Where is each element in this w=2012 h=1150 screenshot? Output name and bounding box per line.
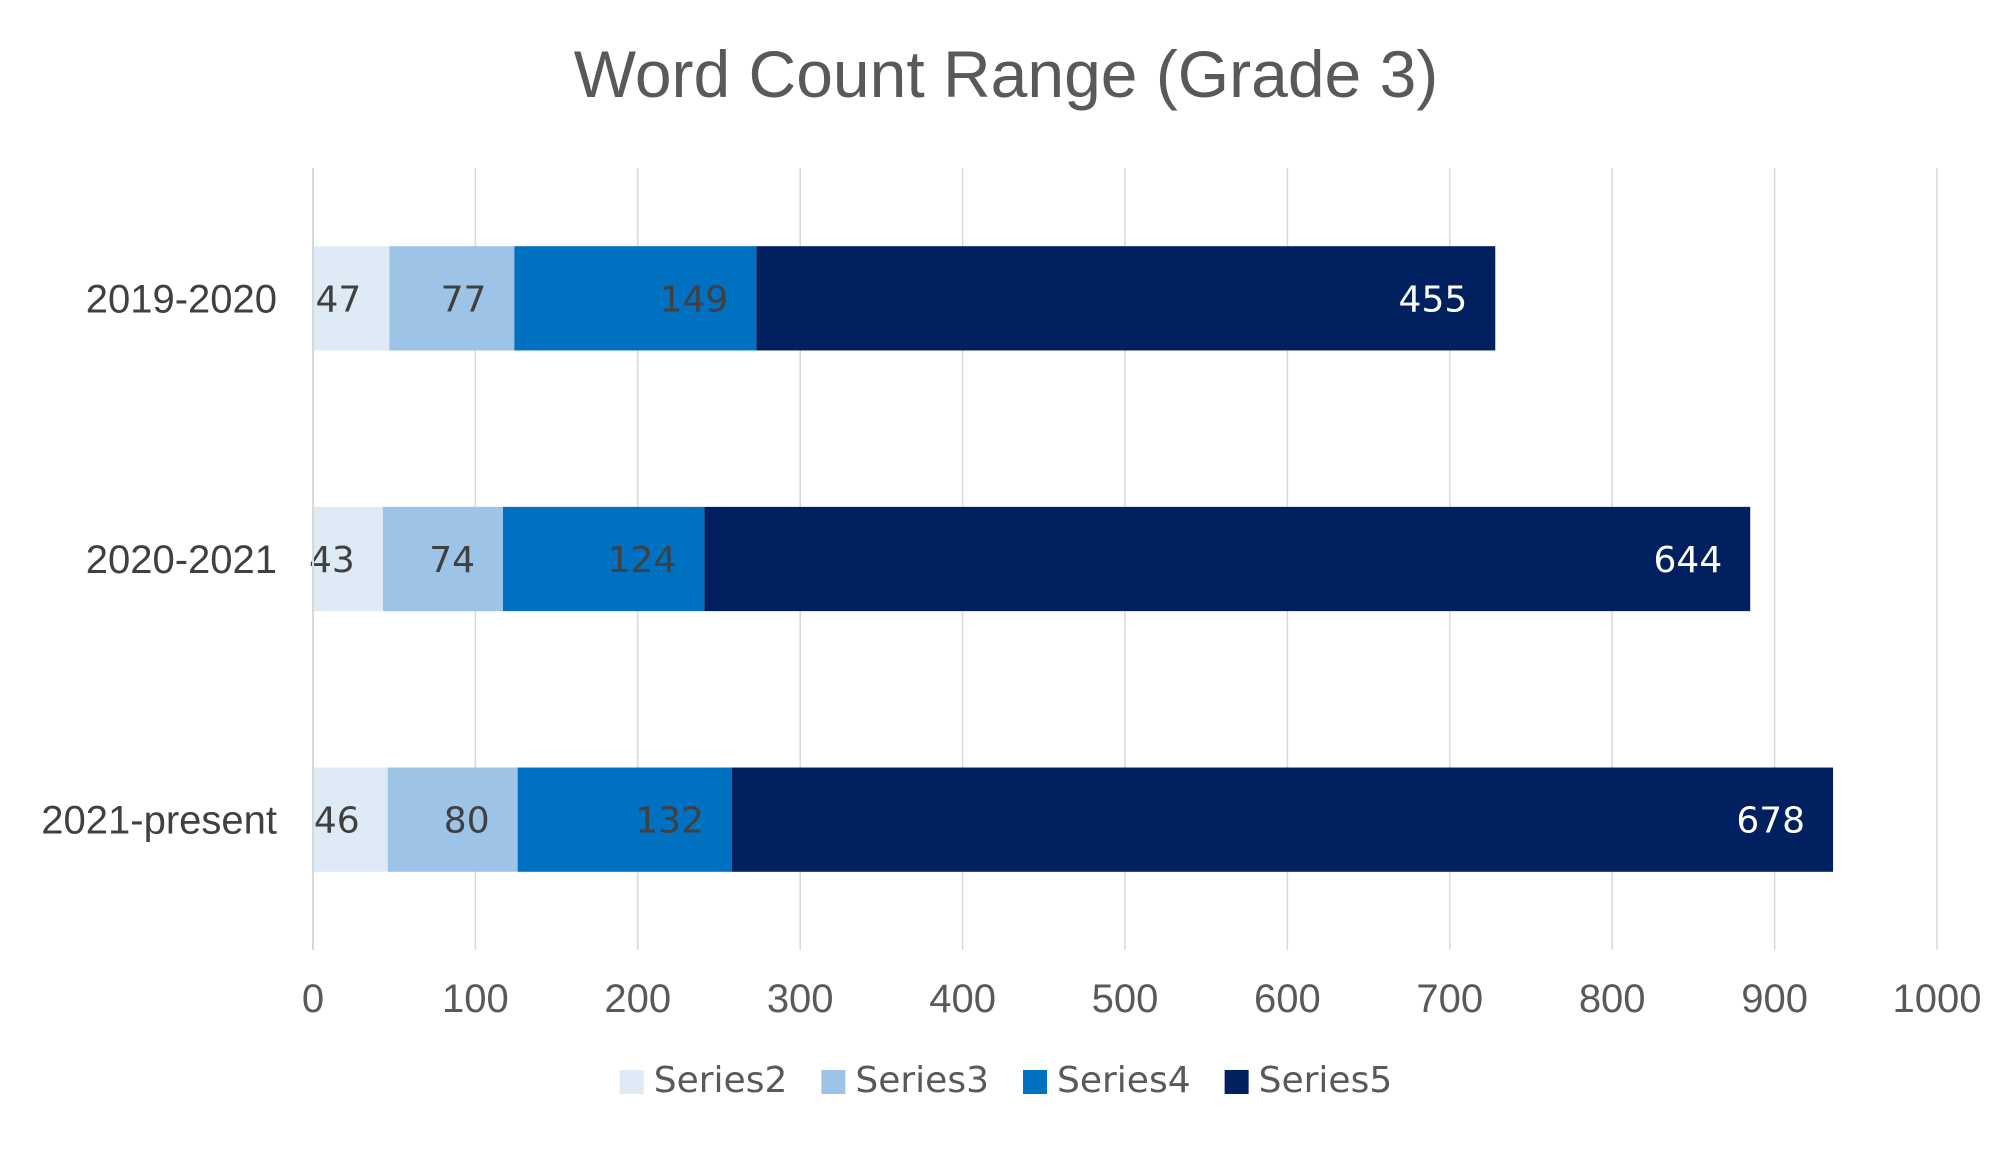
legend-label: Series4: [1057, 1060, 1191, 1101]
bar-segment: [517, 767, 732, 872]
chart-title: Word Count Range (Grade 3): [573, 37, 1439, 111]
x-tick-label: 200: [604, 977, 671, 1021]
axes: 0 100 200 300 400 500 600 700 800 900 1000 2019-202…: [41, 168, 1981, 1021]
legend-label: Series2: [654, 1060, 788, 1101]
category-label: 2020-2021: [86, 538, 277, 582]
bar-segment: [731, 767, 1834, 872]
x-tick-label: 500: [1092, 977, 1159, 1021]
category-label: 2019-2020: [86, 277, 277, 321]
data-label: 46: [314, 801, 360, 842]
bar-segment: [313, 246, 390, 351]
x-tick-label: 700: [1416, 977, 1483, 1021]
bar-segment: [389, 246, 515, 351]
x-tick-label: 900: [1741, 977, 1808, 1021]
data-label: 77: [441, 279, 487, 320]
bar-segment: [514, 246, 757, 351]
legend-label: Series3: [855, 1060, 989, 1101]
data-label: 47: [316, 279, 362, 320]
data-label: 43: [309, 540, 355, 581]
legend: Series2 Series3 Series4 Series5: [619, 1060, 1393, 1101]
legend-label: Series5: [1259, 1060, 1393, 1101]
data-label: 80: [444, 801, 490, 842]
x-tick-label: 400: [929, 977, 996, 1021]
data-label: 455: [1399, 279, 1468, 320]
x-tick-label: 0: [302, 977, 324, 1021]
bar-segment: [387, 767, 518, 872]
bar-segment: [382, 506, 504, 612]
legend-swatch: [1023, 1070, 1047, 1094]
bars: [313, 246, 1834, 872]
legend-swatch: [619, 1070, 644, 1094]
bar-segment: [704, 506, 1751, 612]
data-label: 644: [1654, 540, 1723, 581]
bar-segment: [313, 506, 383, 612]
bar-segment: [756, 246, 1496, 351]
legend-swatch: [1224, 1070, 1249, 1094]
data-label: 132: [635, 801, 704, 842]
data-label: 74: [429, 540, 475, 581]
x-tick-label: 1000: [1893, 977, 1982, 1021]
bar-segment: [503, 506, 705, 612]
legend-swatch: [821, 1070, 846, 1094]
data-label: 149: [660, 279, 729, 320]
category-label: 2021-present: [41, 799, 277, 843]
x-tick-label: 300: [767, 977, 834, 1021]
x-tick-label: 600: [1254, 977, 1321, 1021]
bar-segment: [313, 767, 388, 872]
data-labels: 47 77 149 455 43 74 124 644 46 80 132 678: [309, 279, 1805, 841]
data-label: 678: [1736, 801, 1805, 842]
x-tick-label: 800: [1579, 977, 1646, 1021]
x-tick-label: 100: [442, 977, 509, 1021]
data-label: 124: [608, 540, 677, 581]
